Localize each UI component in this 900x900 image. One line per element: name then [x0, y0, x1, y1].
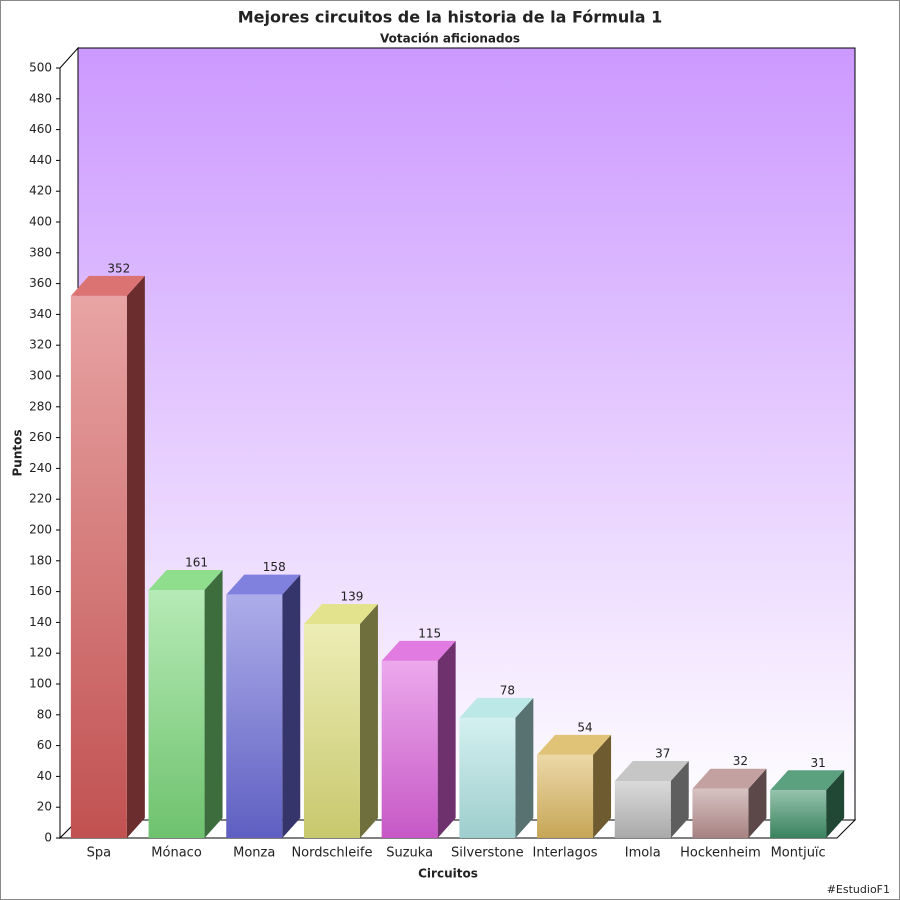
- bar-side: [593, 734, 612, 838]
- x-tick-label: Nordschleife: [291, 846, 372, 861]
- chart-title: Mejores circuitos de la historia de la F…: [238, 8, 662, 27]
- chart-subtitle: Votación aficionados: [380, 32, 520, 46]
- bar: [148, 590, 205, 838]
- y-tick-label: 240: [29, 461, 52, 475]
- bar: [770, 790, 827, 838]
- bar-side: [282, 574, 301, 838]
- bar-side: [437, 640, 456, 838]
- y-tick-label: 400: [29, 215, 52, 229]
- bar-top: [770, 770, 845, 791]
- bar-top: [226, 574, 301, 595]
- bar-top: [381, 640, 456, 661]
- y-tick-label: 420: [29, 184, 52, 198]
- bar-top: [692, 768, 767, 789]
- x-tick-label: Mónaco: [151, 846, 202, 861]
- y-tick-label: 200: [29, 523, 52, 537]
- bar-side: [126, 275, 145, 838]
- y-tick-label: 300: [29, 369, 52, 383]
- y-tick-label: 500: [29, 61, 52, 75]
- y-tick-label: 60: [37, 738, 52, 752]
- y-tick-label: 120: [29, 646, 52, 660]
- x-tick-label: Hockenheim: [680, 846, 761, 861]
- bar: [70, 295, 127, 838]
- bar: [226, 594, 283, 838]
- bar-top: [459, 697, 534, 718]
- bar: [692, 788, 749, 838]
- bar-side: [748, 768, 767, 838]
- y-tick-label: 160: [29, 584, 52, 598]
- y-tick-label: 480: [29, 91, 52, 105]
- value-label: 352: [107, 261, 130, 275]
- y-tick-label: 140: [29, 615, 52, 629]
- bar: [614, 781, 671, 838]
- y-tick-label: 440: [29, 153, 52, 167]
- y-axis-label: Puntos: [11, 429, 25, 476]
- value-label: 115: [418, 626, 441, 640]
- x-tick-label: Silverstone: [451, 846, 524, 861]
- value-label: 54: [577, 720, 592, 734]
- bar-side: [670, 761, 689, 838]
- y-tick-label: 360: [29, 276, 52, 290]
- x-tick-label: Montjuïc: [771, 846, 826, 861]
- bar-top: [614, 761, 689, 782]
- bar-top: [537, 734, 612, 755]
- x-tick-label: Spa: [87, 846, 111, 861]
- bar: [537, 754, 594, 838]
- y-tick-label: 20: [37, 800, 52, 814]
- value-label: 161: [185, 556, 208, 570]
- y-tick-label: 340: [29, 307, 52, 321]
- bar-side: [204, 570, 223, 838]
- value-label: 32: [733, 754, 748, 768]
- y-tick-label: 80: [37, 707, 52, 721]
- bar-top: [148, 570, 223, 591]
- x-axis-label: Circuitos: [418, 867, 478, 881]
- bar-side: [515, 697, 534, 838]
- bar-top: [303, 603, 378, 624]
- y-tick-label: 100: [29, 677, 52, 691]
- y-tick-label: 280: [29, 399, 52, 413]
- bar: [303, 623, 360, 838]
- y-tick-label: 320: [29, 338, 52, 352]
- y-tick-label: 0: [44, 831, 52, 845]
- value-label: 37: [655, 747, 670, 761]
- value-label: 139: [340, 589, 363, 603]
- value-label: 158: [263, 560, 286, 574]
- bar-side: [826, 770, 845, 838]
- value-label: 31: [811, 756, 826, 770]
- x-tick-label: Imola: [625, 846, 661, 861]
- y-tick-label: 380: [29, 245, 52, 259]
- x-tick-label: Suzuka: [386, 846, 433, 861]
- bar: [459, 717, 516, 838]
- y-tick-label: 220: [29, 492, 52, 506]
- y-tick-label: 180: [29, 553, 52, 567]
- y-tick-label: 260: [29, 430, 52, 444]
- credit: #EstudioF1: [827, 883, 890, 896]
- x-tick-label: Interlagos: [533, 846, 598, 861]
- y-tick-label: 460: [29, 122, 52, 136]
- y-tick-label: 40: [37, 769, 52, 783]
- bar-top: [70, 275, 145, 296]
- value-label: 78: [500, 683, 515, 697]
- x-tick-label: Monza: [233, 846, 275, 861]
- bar-side: [359, 603, 378, 838]
- bar: [381, 660, 438, 838]
